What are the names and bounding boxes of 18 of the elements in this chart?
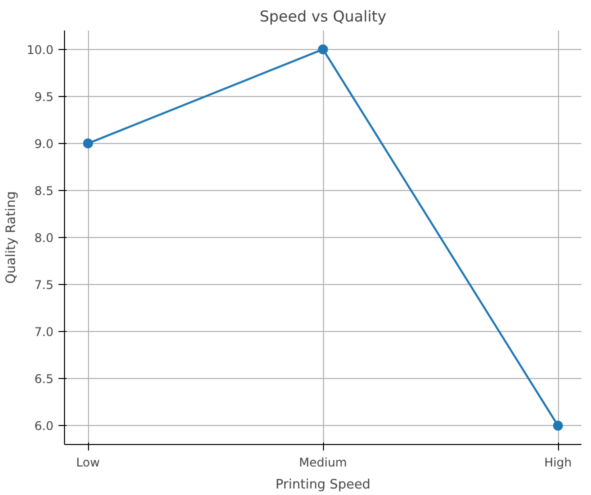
y-axis-title: Quality Rating [4,191,19,284]
x-axis-title: Printing Speed [276,478,370,492]
x-tick-label: Medium [299,456,347,470]
y-tick-label: 6.5 [34,372,54,386]
y-tick-label: 7.5 [34,278,54,292]
y-tick-label: 8.5 [34,184,54,198]
y-tick-label: 9.0 [34,136,54,151]
chart-title: Speed vs Quality [260,8,387,26]
x-tick-label: Low [76,456,100,470]
point [83,138,93,148]
y-tick-label: 7.0 [34,325,54,340]
y-tick-label: 6.0 [34,419,54,434]
point [318,44,328,54]
y-tick-label: 9.5 [34,90,54,104]
x-tick-label: High [544,456,572,470]
y-tick-label: 10.0 [26,42,54,57]
point [553,420,563,431]
y-tick-label: 8.0 [34,231,54,245]
